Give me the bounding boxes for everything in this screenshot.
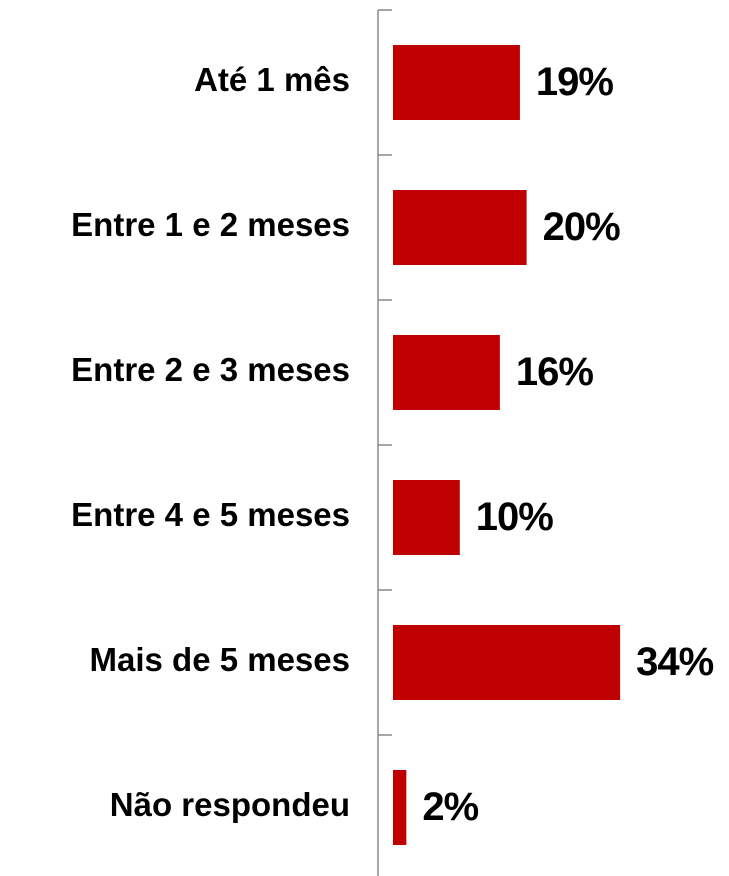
category-label: Não respondeu [110,786,350,823]
data-label: 2% [422,785,478,829]
bar [393,770,407,845]
category-label: Até 1 mês [194,61,350,98]
data-label: 19% [536,60,613,104]
data-label: 34% [636,640,713,684]
category-label: Entre 4 e 5 meses [71,496,350,533]
bar [393,625,621,700]
bar [393,480,460,555]
bar [393,45,520,120]
data-label: 20% [543,205,620,249]
category-label: Entre 1 e 2 meses [71,206,350,243]
bar [393,335,500,410]
category-label: Mais de 5 meses [90,641,351,678]
data-label: 16% [516,350,593,394]
category-label: Entre 2 e 3 meses [71,351,350,388]
bar [393,190,527,265]
data-label: 10% [476,495,553,539]
